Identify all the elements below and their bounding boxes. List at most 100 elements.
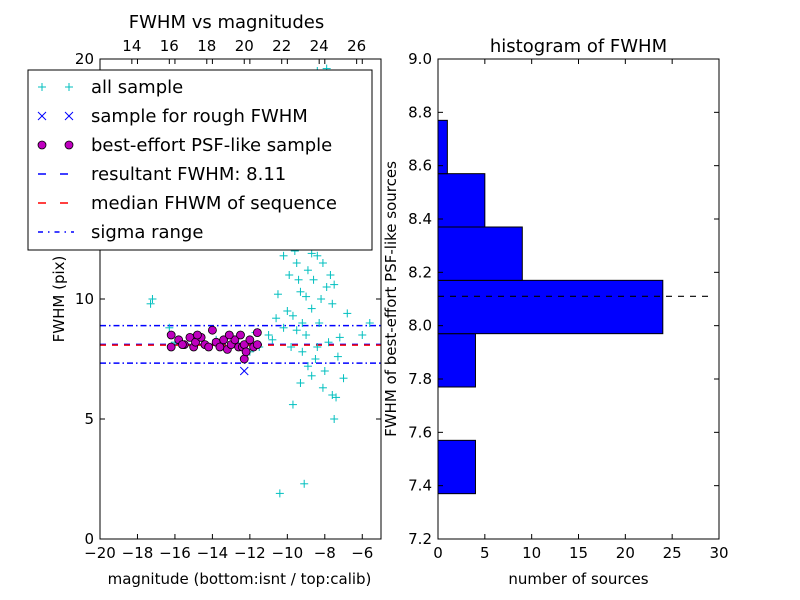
right-plot-fwhm-histogram: 0 5 10 15 20 25 30 7.2 7.4 7.6 7.8 8.0 8.2 8.4 8.6 8.8 9…	[382, 36, 729, 588]
point-1-23	[300, 479, 309, 488]
left-ytick-label-2: 5	[84, 410, 94, 428]
point-1-86	[307, 249, 316, 258]
left-topxtick-label-6: 24	[310, 37, 329, 55]
right-xtick-label-4: 15	[569, 544, 588, 562]
point-3-23	[241, 347, 251, 357]
point-1-18	[287, 343, 296, 351]
left-topxtick-label-3: 18	[197, 37, 216, 55]
left-xtick-label-3: −16	[159, 544, 191, 562]
right-y-axis-label: FWHM of best-effort PSF-like sources	[382, 161, 400, 437]
point-3-27	[252, 340, 262, 350]
point-1-69	[328, 299, 337, 308]
point-1-59	[311, 355, 320, 363]
legend-label-1: all sample	[91, 77, 183, 98]
histogram-bar-4	[437, 279, 664, 335]
point-3-26	[252, 328, 262, 338]
legend-marker-a-3-dot	[37, 140, 47, 150]
point-1-42	[339, 374, 348, 383]
legend-label-6: sigma range	[91, 222, 203, 243]
right-ytick-label-10: 9.0	[408, 50, 432, 68]
legend-marker-a-2-d2	[37, 111, 47, 121]
right-xtick-label-2: 5	[480, 544, 490, 562]
point-3-28-dot	[224, 330, 234, 340]
legend-marker-b-3	[64, 140, 74, 150]
point-1-20	[292, 326, 301, 335]
point-1-75	[294, 275, 303, 284]
left-topxtick-label-7: 26	[347, 37, 366, 55]
point-3-24-dot	[245, 335, 255, 345]
legend-label-5: median FHWM of sequence	[91, 193, 337, 214]
right-ytick-label-9: 8.8	[408, 103, 432, 121]
point-1-67	[320, 367, 329, 375]
point-3-22-dot	[239, 354, 249, 364]
left-y-axis-label: FWHM (pix)	[50, 256, 68, 343]
legend-box	[27, 69, 373, 251]
right-ytick-label-7: 8.4	[408, 210, 432, 228]
left-x-axis-label: magnitude (bottom:isnt / top:calib)	[108, 570, 372, 588]
point-1-44	[358, 331, 367, 339]
point-1-58	[315, 319, 324, 327]
left-xtick-label-6: −10	[272, 544, 304, 562]
legend-label-2: sample for rough FWHM	[91, 106, 308, 127]
point-1-14	[272, 314, 281, 323]
legend-label-3: best-effort PSF-like sample	[91, 135, 332, 156]
legend-entry-6: sigma range	[38, 222, 203, 243]
right-ytick-label-4: 7.8	[408, 370, 432, 388]
legend-marker-b-2-d2	[64, 111, 74, 121]
point-3-19	[236, 330, 245, 340]
point-3-23-dot	[241, 347, 251, 357]
right-ytick-label-8: 8.6	[408, 157, 432, 175]
left-chart-title: FWHM vs magnitudes	[129, 12, 324, 33]
point-1-37	[326, 271, 335, 279]
left-xtick-label-5: −12	[234, 544, 266, 562]
legend-entry-1: all sample	[38, 77, 183, 98]
left-xtick-label-8: −6	[351, 544, 373, 562]
point-2-1-d2	[239, 366, 249, 376]
legend-entry-2: sample for rough FWHM	[37, 106, 308, 127]
point-1-76	[288, 311, 297, 320]
left-xtick-label-1: −20	[84, 544, 116, 562]
point-1-17	[283, 307, 292, 315]
point-3-14	[219, 335, 229, 345]
point-3-22	[239, 354, 249, 364]
right-xtick-label-5: 20	[616, 544, 635, 562]
right-ytick-label-3: 7.6	[408, 423, 432, 441]
point-1-13	[268, 335, 277, 344]
point-1-21	[296, 287, 305, 296]
legend-entry-3: best-effort PSF-like sample	[37, 135, 332, 156]
point-1-39	[330, 415, 339, 423]
point-1-84	[318, 383, 327, 392]
right-ytick-label-6: 8.2	[408, 263, 432, 281]
point-1-70	[322, 283, 331, 291]
point-1-87	[302, 292, 311, 301]
legend-marker-a-2	[37, 111, 47, 121]
point-1-62	[296, 379, 305, 387]
point-3-11-dot	[207, 325, 217, 335]
histogram-bar-5	[437, 226, 523, 281]
point-1-27	[307, 304, 316, 313]
left-ytick-label-4: 20	[75, 50, 94, 68]
point-1-25	[303, 266, 312, 275]
left-ytick-label-1: 0	[84, 530, 94, 548]
legend: all sample sample for rough FWHM best-effo…	[27, 69, 373, 251]
legend-marker-b-1	[65, 83, 73, 91]
point-1-2	[148, 295, 157, 303]
point-3-1	[166, 330, 176, 340]
point-1-16	[279, 323, 288, 332]
point-1-60	[307, 371, 316, 380]
series-sample-for-rough-fwhm	[239, 366, 249, 376]
point-1-45	[365, 319, 374, 327]
point-2-1	[239, 366, 249, 376]
legend-marker-a-1	[38, 83, 46, 91]
point-3-29	[178, 340, 187, 350]
legend-marker-b-2	[64, 111, 74, 121]
point-1-57	[318, 259, 327, 267]
point-3-26-dot	[252, 328, 262, 338]
point-1-24	[302, 331, 311, 339]
point-1-43	[343, 309, 352, 318]
point-3-17-dot	[230, 335, 240, 345]
right-xtick-label-7: 30	[709, 544, 728, 562]
point-1-22	[298, 347, 307, 356]
left-ytick-label-3: 10	[75, 290, 94, 308]
